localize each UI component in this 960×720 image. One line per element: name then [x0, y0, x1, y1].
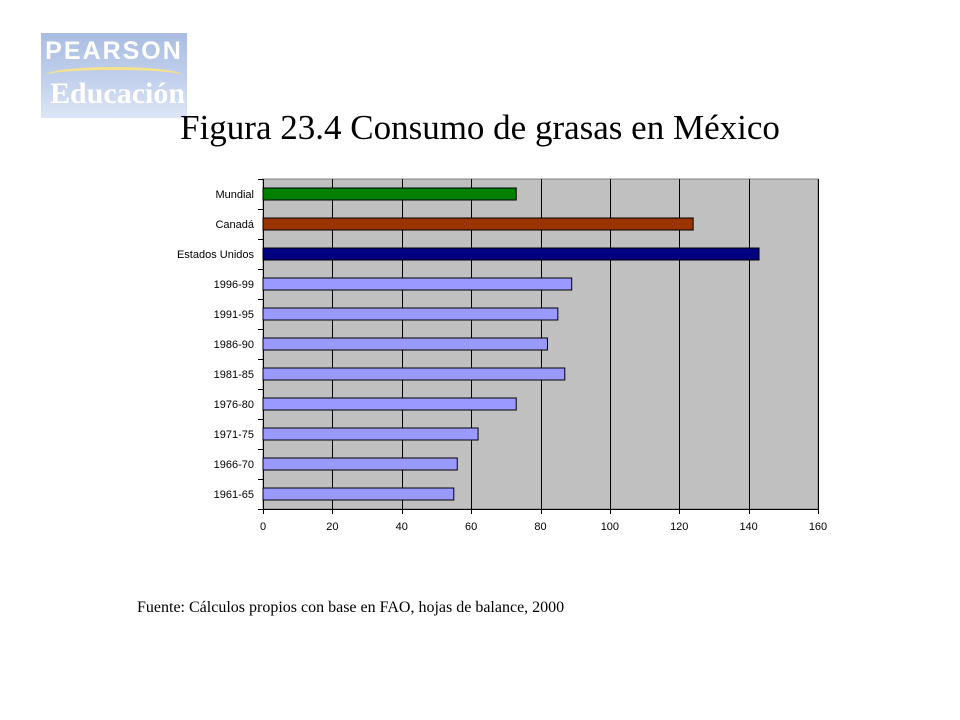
y-tick-label: 1966-70 — [214, 459, 254, 471]
bar — [262, 277, 573, 291]
x-tick-label: 20 — [326, 521, 338, 533]
x-tick-label: 100 — [601, 521, 619, 533]
y-tick-label: 1961-65 — [214, 489, 254, 501]
bar — [262, 457, 458, 471]
pearson-logo: PEARSON Educación — [41, 33, 187, 118]
x-tick-label: 0 — [260, 521, 266, 533]
bar — [262, 307, 559, 321]
y-tick-label: Mundial — [215, 189, 254, 201]
y-tick-label: Canadá — [215, 219, 254, 231]
y-tick-label: 1996-99 — [214, 279, 254, 291]
logo-subbrand: Educación — [50, 77, 186, 110]
y-tick-label: Estados Unidos — [177, 249, 255, 261]
x-tick-label: 140 — [739, 521, 757, 533]
y-tick-label: 1991-95 — [214, 309, 254, 321]
bar — [262, 367, 566, 381]
y-tick-label: 1971-75 — [214, 429, 254, 441]
logo-swoosh — [45, 67, 183, 84]
y-tick-label: 1986-90 — [214, 339, 254, 351]
bar — [262, 487, 455, 501]
x-tick-label: 120 — [670, 521, 688, 533]
bar — [262, 247, 760, 261]
bar — [262, 217, 694, 231]
x-tick-label: 80 — [534, 521, 546, 533]
x-tick-label: 40 — [396, 521, 408, 533]
chart-title: Figura 23.4 Consumo de grasas en México — [180, 108, 780, 147]
source-note: Fuente: Cálculos propios con base en FAO… — [137, 599, 565, 616]
bar — [262, 397, 517, 411]
logo-brand: PEARSON — [45, 37, 183, 65]
bar — [262, 187, 517, 201]
y-tick-label: 1976-80 — [214, 399, 254, 411]
x-tick-label: 160 — [809, 521, 827, 533]
x-tick-label: 60 — [465, 521, 477, 533]
bar — [262, 427, 479, 441]
y-tick-label: 1981-85 — [214, 369, 254, 381]
bar — [262, 337, 548, 351]
